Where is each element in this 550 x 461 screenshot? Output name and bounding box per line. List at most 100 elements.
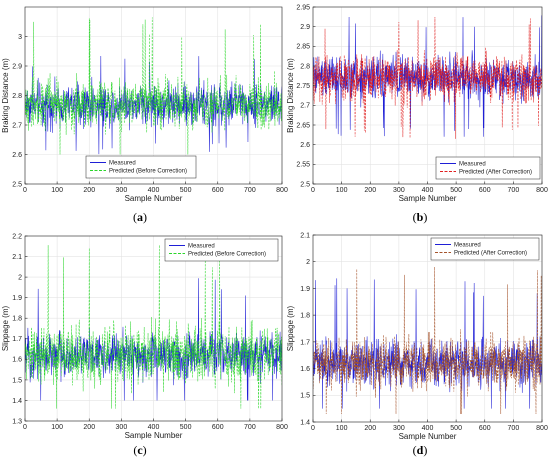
x-tick-label: 300 — [116, 424, 128, 431]
y-tick-label: 1.5 — [12, 377, 22, 384]
y-axis-label: Slippage (m) — [286, 305, 295, 351]
y-tick-label: 2 — [306, 259, 310, 266]
x-tick-label: 300 — [393, 425, 405, 432]
y-tick-label: 1.3 — [12, 418, 22, 425]
y-tick-label: 1.4 — [300, 419, 310, 426]
x-tick-label: 700 — [244, 424, 256, 431]
x-tick-label: 400 — [148, 424, 160, 431]
y-tick-label: 2 — [18, 275, 22, 282]
legend: Measured Predicted (Before Correction) — [164, 238, 279, 262]
x-tick-label: 0 — [23, 187, 27, 194]
x-tick-label: 200 — [83, 424, 95, 431]
chart-panel-b: 0 100 200 300 400 500 600 700 800 2.5 2.55 2.6 2.65 2… — [286, 4, 548, 224]
y-tick-label: 2.75 — [296, 83, 310, 90]
x-tick-label: 700 — [508, 425, 520, 432]
y-axis-label: Slippage (m) — [1, 305, 10, 351]
legend-entry-label: Measured — [454, 243, 481, 249]
y-tick-label: 1.7 — [12, 336, 22, 343]
x-tick-label: 200 — [83, 187, 95, 194]
y-axis-label: Braking Distance (m) — [286, 58, 295, 133]
legend-box — [164, 238, 279, 262]
x-axis-label: Sample Number — [399, 432, 457, 441]
legend-entry-label: Predicted (After Correction) — [454, 251, 527, 257]
y-tick-label: 2.8 — [300, 63, 310, 70]
panel-label: (b) — [413, 210, 428, 224]
x-tick-label: 600 — [479, 425, 491, 432]
y-tick-label: 2.6 — [300, 142, 310, 149]
x-axis-label: Sample Number — [125, 194, 183, 203]
legend: Measured Predicted (After Correction) — [435, 156, 541, 180]
y-tick-label: 2.2 — [12, 233, 22, 240]
series-line-measured — [313, 278, 542, 409]
series-line-predicted-after-correction — [313, 266, 542, 414]
y-tick-label: 2.9 — [12, 63, 22, 70]
legend-entry-label: Predicted (Before Correction) — [188, 252, 266, 258]
x-tick-label: 100 — [336, 425, 348, 432]
x-tick-label: 400 — [422, 425, 434, 432]
y-tick-label: 3 — [18, 34, 22, 41]
series-line-predicted-after-correction — [313, 17, 542, 139]
x-tick-label: 200 — [364, 187, 376, 194]
y-tick-label: 2.7 — [12, 122, 22, 129]
legend-entry-label: Measured — [109, 161, 136, 167]
legend-box — [85, 155, 197, 179]
y-tick-label: 1.5 — [300, 393, 310, 400]
x-axis-label: Sample Number — [399, 194, 457, 203]
legend-entry-label: Predicted (Before Correction) — [109, 169, 187, 175]
y-tick-label: 1.9 — [300, 286, 310, 293]
series-line-predicted-before-correction — [25, 17, 282, 155]
x-tick-label: 600 — [479, 187, 491, 194]
y-tick-label: 2.55 — [296, 162, 310, 169]
x-tick-label: 100 — [51, 424, 63, 431]
legend-entry-label: Measured — [459, 162, 486, 168]
y-axis-label: Braking Distance (m) — [1, 58, 10, 133]
y-tick-label: 2.65 — [296, 122, 310, 129]
y-tick-label: 2.9 — [300, 24, 310, 31]
legend-entry-label: Measured — [188, 244, 215, 250]
x-tick-label: 500 — [180, 187, 192, 194]
x-tick-label: 700 — [508, 187, 520, 194]
chart-panel-a: 0 100 200 300 400 500 600 700 800 2.5 2.6 2.7 2.8 2.9… — [1, 6, 288, 224]
x-tick-label: 0 — [311, 425, 315, 432]
y-tick-label: 2.8 — [12, 93, 22, 100]
chart-panel-c: 0 100 200 300 400 500 600 700 800 1.3 1.4 1.5 1.6 1.7… — [1, 233, 288, 457]
x-axis-label: Sample Number — [125, 431, 183, 440]
y-tick-label: 2.7 — [300, 103, 310, 110]
y-tick-label: 2.1 — [12, 254, 22, 261]
y-tick-label: 2.95 — [296, 4, 310, 11]
y-tick-label: 1.6 — [12, 357, 22, 364]
legend-box — [435, 156, 541, 180]
x-tick-label: 800 — [536, 187, 548, 194]
x-tick-label: 400 — [148, 187, 160, 194]
y-tick-label: 1.4 — [12, 398, 22, 405]
y-tick-label: 1.8 — [12, 316, 22, 323]
panel-label: (a) — [133, 210, 147, 224]
x-tick-label: 100 — [336, 187, 348, 194]
x-tick-label: 200 — [364, 425, 376, 432]
x-tick-label: 800 — [276, 187, 288, 194]
y-tick-label: 2.5 — [12, 181, 22, 188]
x-tick-label: 700 — [244, 187, 256, 194]
x-tick-label: 0 — [311, 187, 315, 194]
x-tick-label: 500 — [180, 424, 192, 431]
x-tick-label: 0 — [23, 424, 27, 431]
panel-label: (d) — [413, 443, 428, 457]
x-tick-label: 800 — [276, 424, 288, 431]
x-tick-label: 300 — [393, 187, 405, 194]
y-tick-label: 2.5 — [300, 181, 310, 188]
x-tick-label: 100 — [51, 187, 63, 194]
x-tick-label: 600 — [212, 187, 224, 194]
y-tick-label: 2.85 — [296, 44, 310, 51]
y-tick-label: 1.6 — [300, 366, 310, 373]
panel-label: (c) — [133, 443, 146, 457]
y-tick-label: 2.6 — [12, 152, 22, 159]
legend: Measured Predicted (Before Correction) — [85, 155, 197, 179]
x-tick-label: 400 — [422, 187, 434, 194]
legend: Measured Predicted (After Correction) — [430, 237, 540, 261]
x-tick-label: 300 — [116, 187, 128, 194]
x-tick-label: 500 — [450, 425, 462, 432]
chart-panel-d: 0 100 200 300 400 500 600 700 800 1.4 1.5 1.6 1.7 1.8… — [286, 232, 548, 457]
x-tick-label: 800 — [536, 425, 548, 432]
y-tick-label: 1.8 — [300, 313, 310, 320]
